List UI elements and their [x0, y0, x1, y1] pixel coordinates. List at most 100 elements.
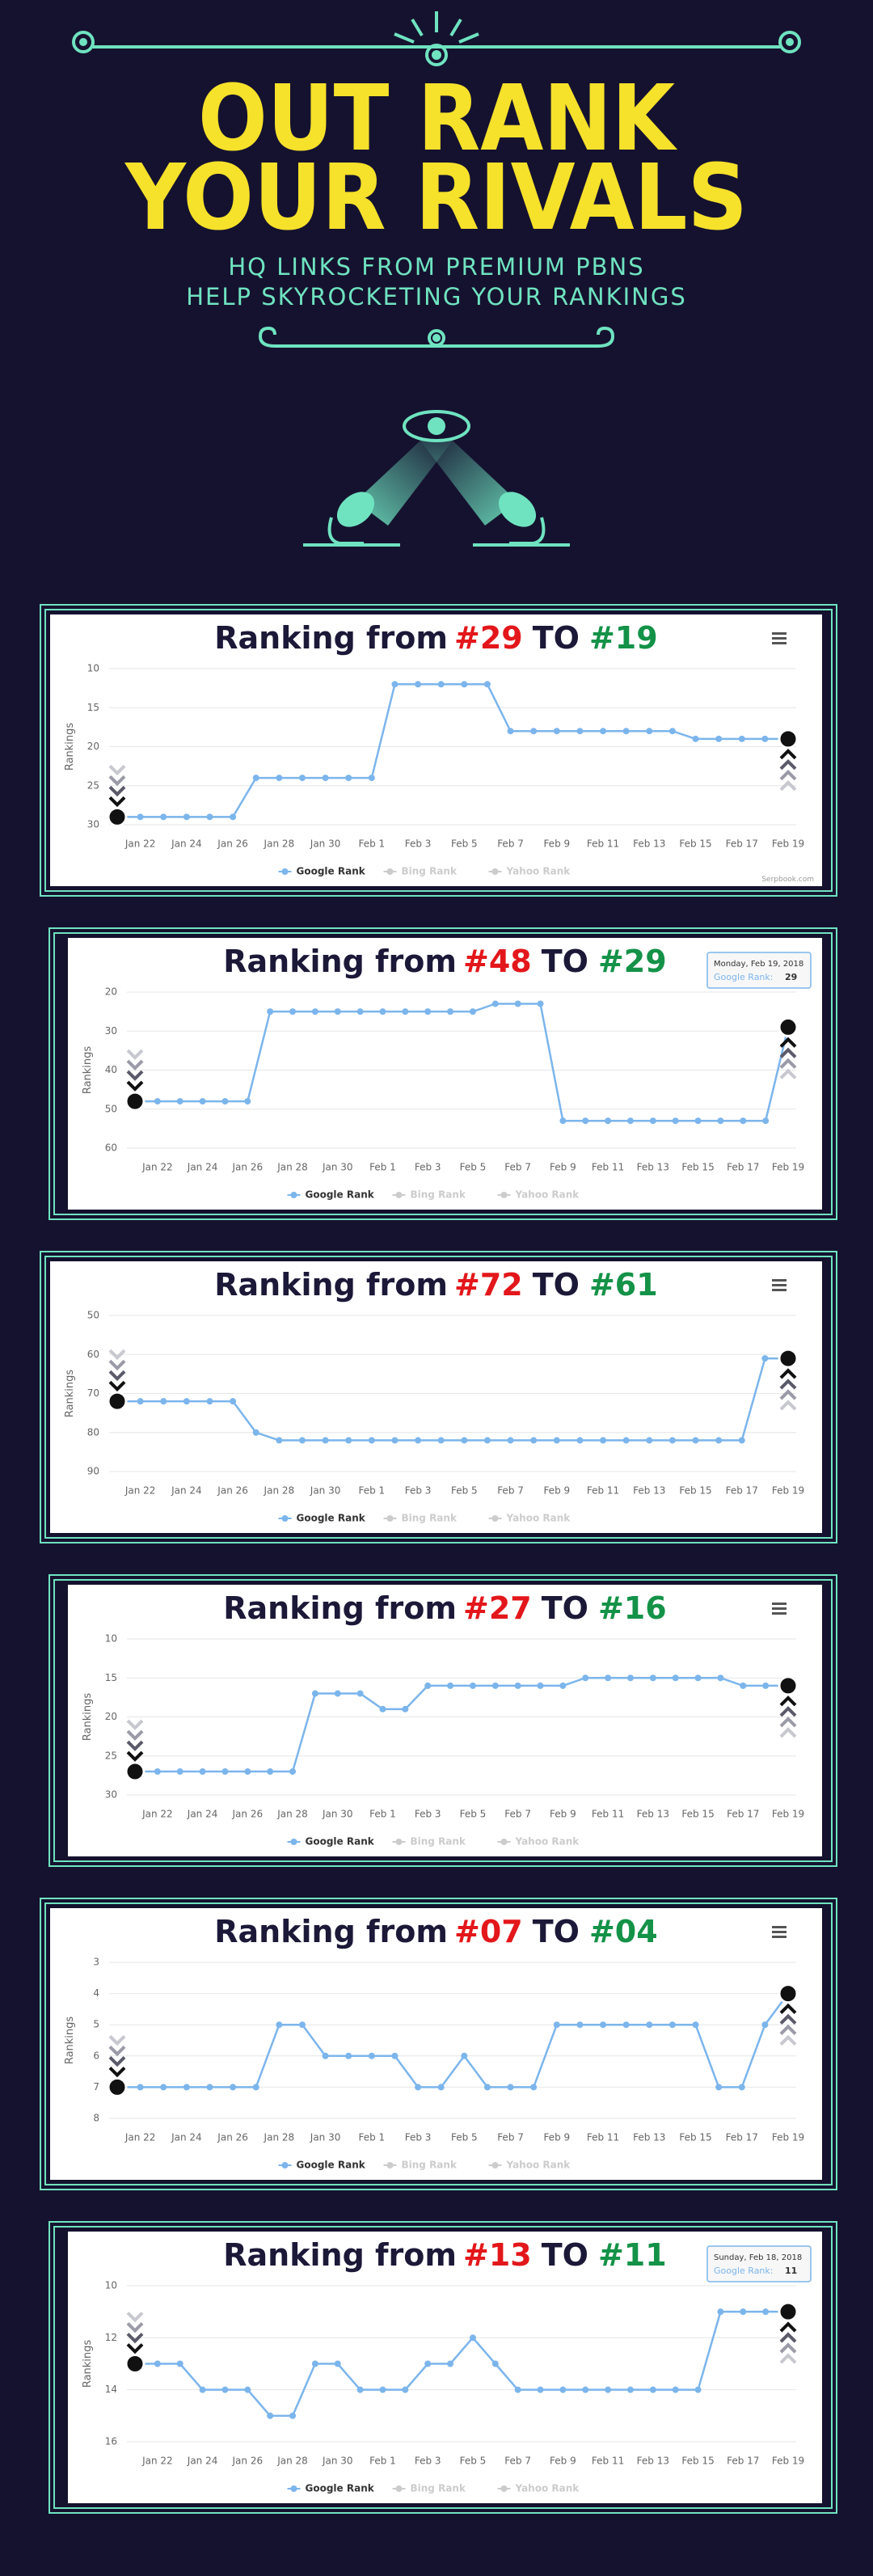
- legend-label: Google Rank: [306, 2483, 375, 2494]
- data-point: [576, 728, 584, 735]
- y-axis-label: Rankings: [64, 2016, 76, 2065]
- data-point: [206, 2084, 213, 2091]
- data-point: [183, 1398, 190, 1405]
- data-point: [356, 1008, 364, 1016]
- x-tick-label: Feb 9: [543, 2132, 570, 2143]
- chevron: [108, 1370, 126, 1381]
- legend-marker: [500, 1192, 508, 1198]
- data-point: [530, 1437, 538, 1444]
- legend-label: Google Rank: [297, 1513, 366, 1524]
- chevron: [779, 2321, 797, 2333]
- data-point: [437, 1437, 445, 1444]
- x-tick-label: Feb 5: [460, 1809, 487, 1820]
- y-tick-label: 20: [105, 986, 117, 998]
- legend-label: Bing Rank: [411, 2483, 466, 2494]
- legend-label: Google Rank: [297, 2160, 366, 2171]
- data-point: [761, 1355, 769, 1362]
- panel-frame: [40, 1898, 837, 2190]
- x-tick-label: Feb 7: [504, 1809, 531, 1820]
- x-tick-label: Feb 7: [504, 2456, 531, 2467]
- data-point: [437, 681, 445, 688]
- chevron: [779, 1717, 797, 1728]
- data-point: [626, 2386, 634, 2393]
- data-point: [600, 1437, 607, 1444]
- data-point: [424, 2360, 432, 2367]
- chevron: [126, 2343, 144, 2354]
- data-point: [582, 1117, 589, 1125]
- data-point: [391, 1437, 399, 1444]
- data-point: [356, 1690, 364, 1697]
- x-tick-label: Feb 9: [543, 1485, 570, 1497]
- data-point: [715, 1437, 723, 1444]
- chevron: [108, 1380, 126, 1391]
- x-tick-label: Feb 1: [358, 1485, 385, 1497]
- title-part: Ranking from: [214, 620, 448, 656]
- data-point: [692, 1437, 699, 1444]
- x-tick-label: Feb 7: [504, 1162, 531, 1173]
- data-point: [622, 728, 630, 735]
- start-marker: [107, 1391, 128, 1412]
- y-tick-label: 12: [105, 2332, 117, 2343]
- panel-frame: [48, 1574, 837, 1867]
- x-tick-label: Jan 28: [264, 838, 295, 850]
- data-point: [622, 1437, 630, 1444]
- start-marker: [124, 1761, 146, 1782]
- x-tick-label: Jan 24: [187, 1162, 218, 1173]
- data-point: [154, 2360, 161, 2367]
- chevron: [108, 2045, 126, 2057]
- chevron: [779, 1400, 797, 1411]
- chart-title: Ranking from #07 TO #04: [214, 1914, 657, 1949]
- menu-icon: [772, 637, 787, 640]
- data-point: [761, 735, 769, 742]
- x-tick-label: Feb 3: [405, 1485, 432, 1497]
- chevron: [126, 1059, 144, 1071]
- chart-title: Ranking from #72 TO #61: [214, 1267, 657, 1303]
- data-point: [559, 2386, 567, 2393]
- chevron: [779, 1727, 797, 1738]
- legend-label: Yahoo Rank: [515, 1836, 580, 1848]
- data-point: [559, 1682, 567, 1689]
- data-point: [576, 2021, 584, 2029]
- tooltip-date: Sunday, Feb 18, 2018: [714, 2253, 802, 2262]
- data-point: [461, 2052, 468, 2059]
- data-point: [694, 2386, 702, 2393]
- panel-frame: [44, 1902, 833, 2185]
- x-tick-label: Feb 5: [451, 2132, 478, 2143]
- data-point: [322, 775, 329, 782]
- title-part: Ranking from: [223, 1590, 457, 1626]
- charts: Ranking from #29 TO #19Rankings1015202530Ja…: [40, 604, 837, 2514]
- y-tick-label: 80: [87, 1426, 99, 1438]
- legend-label: Bing Rank: [411, 1836, 466, 1848]
- y-tick-label: 90: [87, 1466, 99, 1477]
- x-tick-label: Feb 11: [592, 2456, 624, 2467]
- chevron: [779, 780, 797, 792]
- tooltip-value: 11: [785, 2266, 797, 2276]
- x-tick-label: Feb 7: [497, 838, 524, 850]
- x-tick-label: Feb 13: [637, 1162, 669, 1173]
- data-point: [605, 2386, 612, 2393]
- x-tick-label: Jan 30: [322, 2456, 353, 2467]
- x-tick-label: Feb 5: [451, 838, 478, 850]
- data-point: [537, 1682, 544, 1689]
- menu-icon: [772, 1926, 787, 1928]
- x-tick-label: Jan 30: [310, 1485, 341, 1497]
- legend-label: Bing Rank: [402, 866, 458, 877]
- data-point: [379, 1705, 386, 1712]
- legend-marker: [281, 868, 289, 875]
- data-line: [117, 683, 788, 818]
- data-point: [491, 1000, 499, 1007]
- legend-marker: [290, 1192, 297, 1198]
- data-point: [582, 1674, 589, 1682]
- data-point: [267, 1768, 274, 1776]
- x-tick-label: Jan 24: [171, 1485, 202, 1497]
- x-tick-label: Feb 17: [726, 838, 758, 850]
- data-point: [298, 2021, 306, 2029]
- data-point: [514, 1682, 521, 1689]
- data-point: [649, 1117, 656, 1125]
- x-tick-label: Feb 17: [727, 1162, 759, 1173]
- title-part: #27: [463, 1590, 532, 1626]
- legend-marker: [395, 2485, 403, 2492]
- chevron: [108, 764, 126, 776]
- data-point: [672, 1674, 679, 1682]
